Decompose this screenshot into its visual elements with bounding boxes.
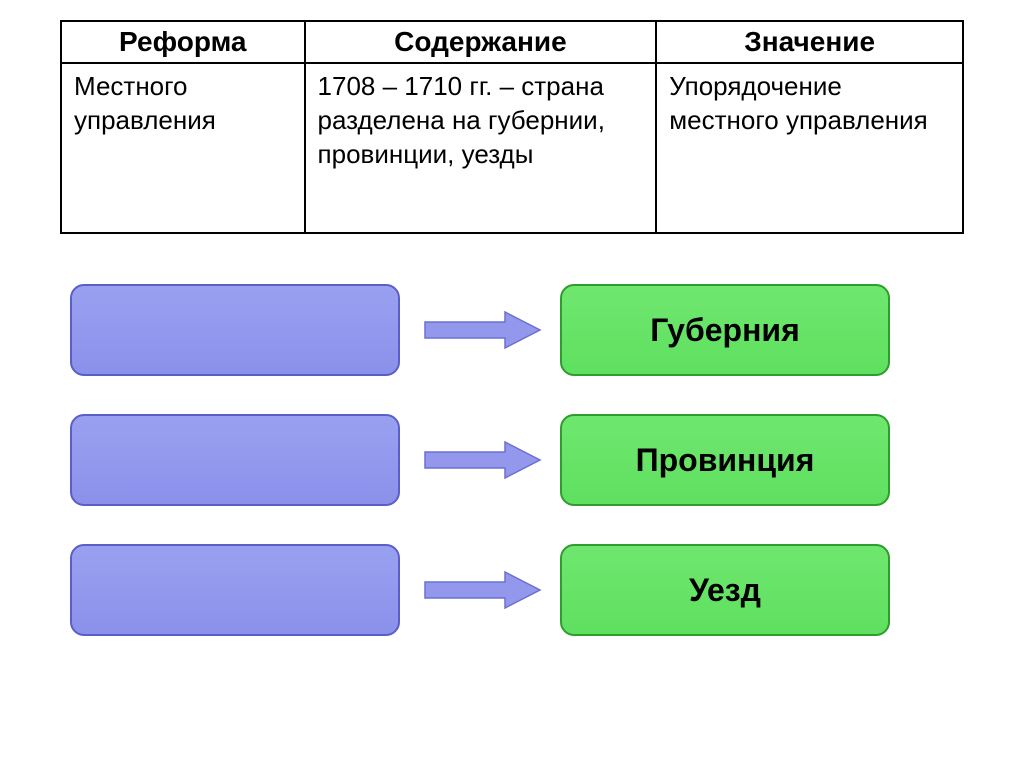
left-box-uezd — [70, 544, 400, 636]
diagram-row: Провинция — [70, 414, 964, 506]
left-box-guberniya — [70, 284, 400, 376]
table-row: Местного управления 1708 – 1710 гг. – ст… — [61, 63, 963, 233]
diagram-row: Губерния — [70, 284, 964, 376]
right-box-provintsiya: Провинция — [560, 414, 890, 506]
arrow-icon — [400, 310, 560, 350]
hierarchy-diagram: Губерния Провинция Уезд — [60, 284, 964, 636]
arrow-icon — [400, 440, 560, 480]
cell-meaning: Упорядочение местного управления — [656, 63, 963, 233]
diagram-row: Уезд — [70, 544, 964, 636]
cell-reform: Местного управления — [61, 63, 305, 233]
right-label: Уезд — [689, 572, 761, 609]
header-meaning: Значение — [656, 21, 963, 63]
header-reform: Реформа — [61, 21, 305, 63]
left-box-provintsiya — [70, 414, 400, 506]
right-label: Губерния — [650, 312, 800, 349]
right-box-guberniya: Губерния — [560, 284, 890, 376]
cell-content: 1708 – 1710 гг. – страна разделена на гу… — [305, 63, 657, 233]
reform-table: Реформа Содержание Значение Местного упр… — [60, 20, 964, 234]
right-box-uezd: Уезд — [560, 544, 890, 636]
right-label: Провинция — [636, 442, 815, 479]
arrow-shape — [425, 312, 540, 348]
header-content: Содержание — [305, 21, 657, 63]
arrow-icon — [400, 570, 560, 610]
